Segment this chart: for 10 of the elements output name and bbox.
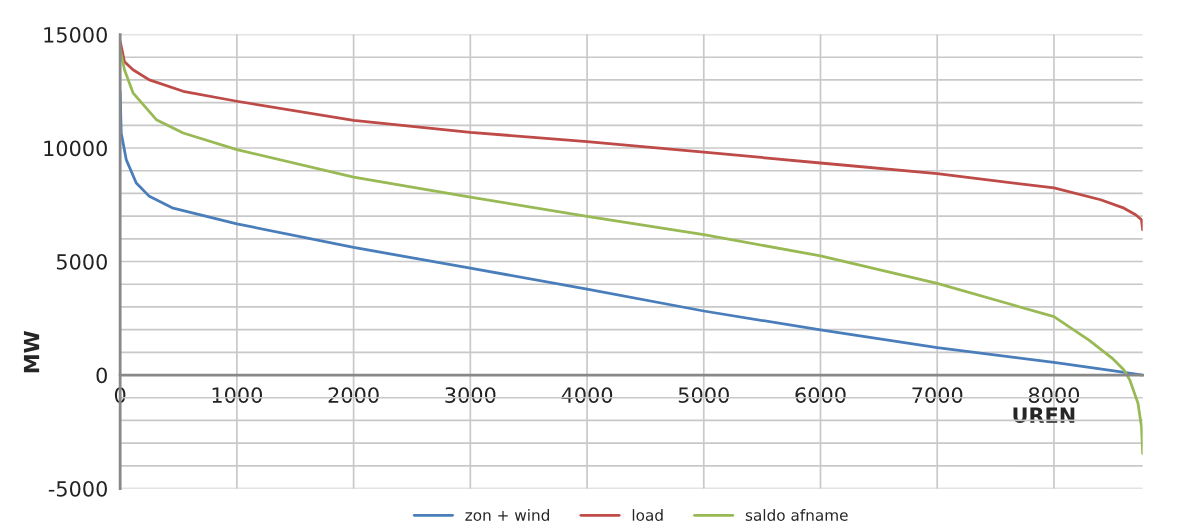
- legend-label: saldo afname: [745, 509, 848, 521]
- y-tick-label: -5000: [48, 480, 107, 497]
- y-tick-label: 10000: [44, 140, 107, 157]
- y-axis-title: MW: [23, 331, 40, 373]
- y-tick-label: 0: [96, 367, 107, 384]
- y-tick-label: 5000: [56, 253, 107, 270]
- legend-label: zon + wind: [465, 509, 549, 521]
- y-tick-label: 15000: [44, 26, 107, 43]
- x-tick-label: 1000: [212, 387, 263, 403]
- legend-label: load: [632, 509, 663, 521]
